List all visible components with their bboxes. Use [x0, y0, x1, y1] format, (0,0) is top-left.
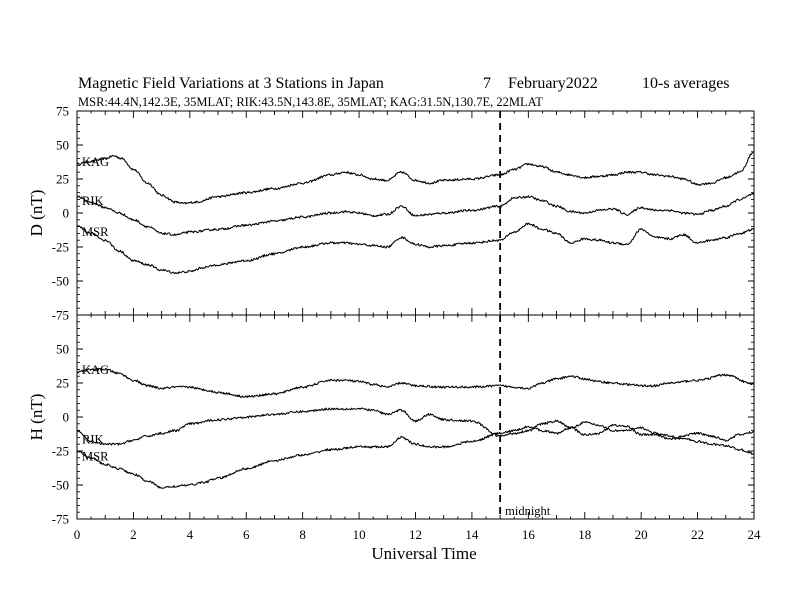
series-label-kag: KAG [82, 363, 109, 377]
chart-date: February2022 [508, 75, 598, 92]
x-tick-label: 8 [299, 527, 306, 542]
y-tick-label: 75 [56, 104, 69, 119]
x-tick-label: 10 [353, 527, 366, 542]
series-line-rik [76, 407, 755, 446]
x-tick-label: 2 [130, 527, 137, 542]
series-label-rik: RIK [82, 432, 104, 446]
x-tick-label: 24 [748, 527, 762, 542]
y-tick-label: -50 [52, 478, 69, 493]
series-label-rik: RIK [82, 194, 104, 208]
chart-date-day: 7 [483, 75, 491, 92]
y-tick-label: 0 [63, 206, 70, 221]
series-label-msr: MSR [82, 225, 109, 239]
y-tick-label: 25 [56, 376, 69, 391]
x-tick-label: 18 [578, 527, 591, 542]
chart-subtitle: MSR:44.4N,142.3E, 35MLAT; RIK:43.5N,143.… [78, 95, 543, 109]
series-line-rik [76, 192, 755, 236]
y-axis-label: H (nT) [27, 394, 46, 441]
midnight-label: midnight [505, 504, 551, 518]
x-tick-label: 0 [74, 527, 81, 542]
x-axis-label: Universal Time [371, 544, 476, 563]
x-tick-label: 22 [691, 527, 704, 542]
y-tick-label: -25 [52, 240, 69, 255]
y-tick-label: 0 [63, 410, 70, 425]
panel-frame [76, 314, 755, 520]
chart-averaging: 10-s averages [642, 75, 730, 92]
x-tick-label: 20 [635, 527, 648, 542]
chart-title: Magnetic Field Variations at 3 Stations … [78, 75, 384, 92]
series-line-kag [76, 151, 755, 205]
y-tick-label: 50 [56, 138, 69, 153]
series-line-msr [76, 420, 755, 489]
x-tick-label: 16 [522, 527, 536, 542]
panel-frame [76, 110, 755, 316]
x-tick-label: 14 [465, 527, 479, 542]
y-tick-label: -75 [52, 308, 69, 323]
y-tick-label: -25 [52, 444, 69, 459]
y-axis-label: D (nT) [27, 190, 46, 237]
x-tick-label: 6 [243, 527, 250, 542]
series-label-kag: KAG [82, 155, 109, 169]
x-tick-label: 12 [409, 527, 422, 542]
series-line-msr [76, 222, 755, 275]
y-tick-label: 50 [56, 342, 69, 357]
y-tick-label: -50 [52, 274, 69, 289]
series-label-msr: MSR [82, 449, 109, 463]
x-tick-label: 4 [187, 527, 194, 542]
y-tick-label: -75 [52, 512, 69, 527]
y-tick-label: 25 [56, 172, 69, 187]
series-line-kag [76, 367, 755, 398]
